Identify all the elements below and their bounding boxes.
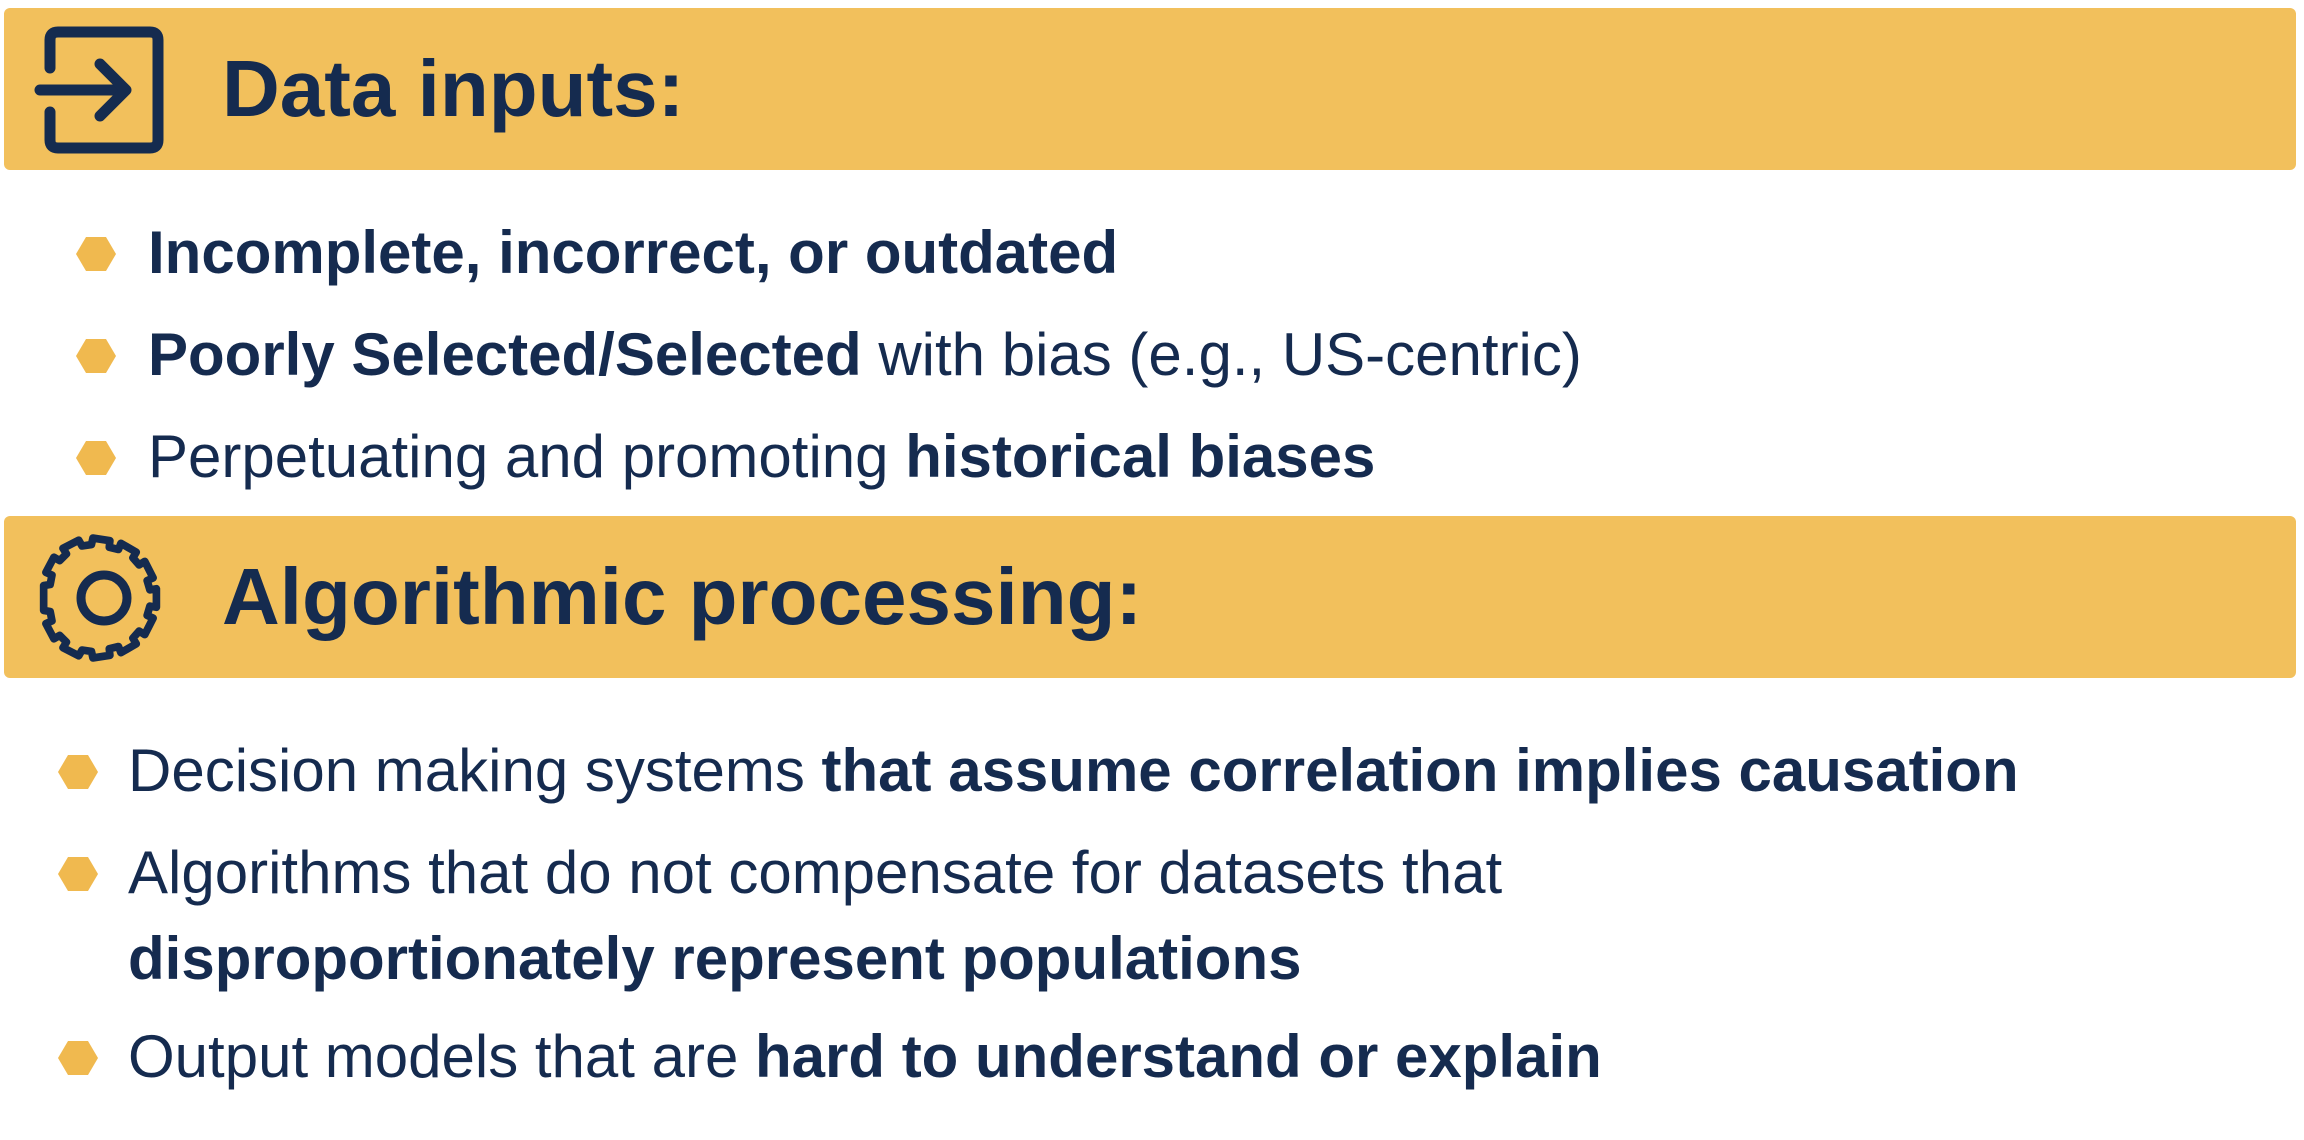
bullet-marker (58, 857, 98, 891)
section-header-data-inputs: Data inputs: (4, 8, 2296, 170)
bullet-text: Algorithms that do not compensate for da… (128, 839, 1503, 992)
bullet-item: Decision making systems that assume corr… (58, 728, 2019, 814)
section-header-algorithmic-processing: Algorithmic processing: (4, 516, 2296, 678)
bullet-marker (76, 339, 116, 373)
bullet-item: Incomplete, incorrect, or outdated (76, 210, 1118, 296)
bullet-item: Output models that are hard to understan… (58, 1014, 1602, 1100)
bullet-text: Poorly Selected/Selected with bias (e.g.… (148, 321, 1582, 388)
enter-icon (34, 26, 164, 154)
bullet-marker (58, 1041, 98, 1075)
bullet-text: Decision making systems that assume corr… (128, 737, 2019, 804)
bullet-item: Algorithms that do not compensate for da… (58, 830, 1502, 1002)
bullet-item: Perpetuating and promoting historical bi… (76, 414, 1375, 500)
bullet-marker (58, 755, 98, 789)
bullet-text: Incomplete, incorrect, or outdated (148, 219, 1119, 286)
bullet-text: Output models that are hard to understan… (128, 1023, 1602, 1090)
bullet-marker (76, 237, 116, 271)
section-title: Algorithmic processing: (222, 552, 1143, 641)
section-title: Data inputs: (222, 44, 685, 133)
bullet-marker (76, 441, 116, 475)
bullet-text: Perpetuating and promoting historical bi… (148, 423, 1376, 490)
gear-icon (39, 534, 161, 662)
bullet-item: Poorly Selected/Selected with bias (e.g.… (76, 312, 1582, 398)
